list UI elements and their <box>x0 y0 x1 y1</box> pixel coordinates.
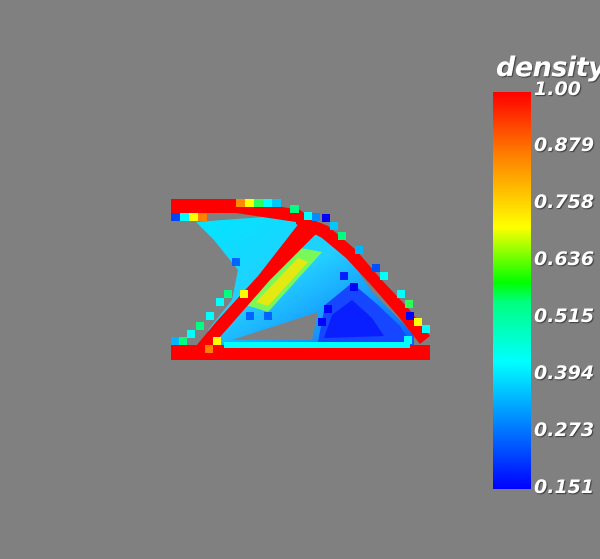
colorbar-tick-label: 0.515 <box>534 305 595 327</box>
edge-cell <box>240 290 248 298</box>
edge-cell <box>224 290 232 298</box>
edge-cell <box>422 325 430 333</box>
colorbar-tick-label: 1.00 <box>534 78 581 100</box>
edge-cell <box>246 312 254 320</box>
edge-cell <box>340 272 348 280</box>
void-triangle <box>232 312 318 340</box>
edge-cell <box>304 212 312 220</box>
edge-cell <box>205 345 213 353</box>
edge-cell <box>380 272 388 280</box>
edge-cell <box>397 290 405 298</box>
edge-cell <box>236 199 245 207</box>
edge-cell <box>179 337 187 345</box>
colorbar-tick-label: 0.151 <box>534 476 595 498</box>
colorbar-tick-label: 0.758 <box>534 191 595 213</box>
edge-cell <box>213 337 221 345</box>
edge-cell <box>330 222 338 230</box>
edge-cell <box>245 199 254 207</box>
edge-cell <box>206 312 214 320</box>
edge-cell <box>272 199 281 207</box>
edge-cell <box>180 213 189 221</box>
colorbar-tick-label: 0.879 <box>534 134 595 156</box>
edge-cell <box>171 213 180 221</box>
low-density-pocket-core <box>324 300 384 338</box>
edge-cell <box>232 258 240 266</box>
edge-cell <box>290 205 299 213</box>
colorbar-tick-label: 0.394 <box>534 362 595 384</box>
edge-cell <box>324 305 332 313</box>
colorbar-tick-label: 0.636 <box>534 248 595 270</box>
edge-cell <box>404 336 412 344</box>
edge-cell <box>372 264 380 272</box>
edge-cell <box>198 213 207 221</box>
legend-title: density <box>496 52 600 83</box>
edge-cell <box>318 318 326 326</box>
colorbar <box>493 92 531 489</box>
arch-member <box>296 213 430 344</box>
edge-cell <box>189 213 198 221</box>
edge-cell <box>406 312 414 320</box>
edge-cell <box>414 318 422 326</box>
edge-cell <box>322 214 330 222</box>
edge-cell <box>171 337 179 345</box>
edge-cell <box>338 232 346 240</box>
diagonal-density-band-core <box>256 258 308 306</box>
edge-cell <box>263 199 272 207</box>
bottom-chord <box>171 345 430 360</box>
edge-cell <box>350 283 358 291</box>
topology-structure <box>171 199 430 360</box>
edge-cell <box>355 246 363 254</box>
bottom-chord-cyan-layer <box>224 342 410 348</box>
top-chord <box>171 199 320 232</box>
colorbar-tick-label: 0.273 <box>534 419 595 441</box>
edge-cell <box>405 300 413 308</box>
edge-cell <box>264 312 272 320</box>
edge-cell <box>216 298 224 306</box>
edge-cell <box>196 322 204 330</box>
edge-cell <box>254 199 263 207</box>
edge-cell <box>312 213 320 221</box>
diagonal-strut <box>196 222 318 346</box>
edge-cell <box>187 330 195 338</box>
